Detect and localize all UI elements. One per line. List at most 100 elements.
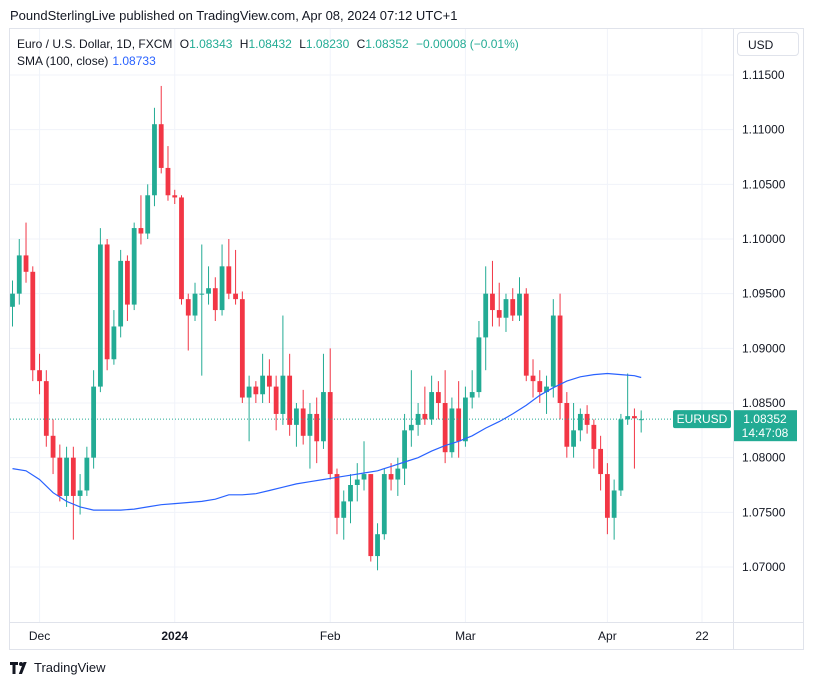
candle-body <box>618 419 624 491</box>
y-tick-label: 1.10500 <box>742 177 786 191</box>
candle-body <box>577 413 583 431</box>
candle-body <box>199 293 205 295</box>
candle-body <box>192 293 198 316</box>
candle-body <box>611 490 617 518</box>
candle-body <box>104 244 110 360</box>
legend-open-value: 1.08343 <box>189 37 233 51</box>
sma-line <box>12 372 642 511</box>
candle-body <box>206 288 211 294</box>
candle-body <box>287 375 293 425</box>
candle-body <box>537 381 543 393</box>
candle-body <box>77 490 83 496</box>
candle-body <box>294 408 299 425</box>
candle-body <box>429 392 435 420</box>
candle-body <box>456 408 462 442</box>
legend-low-label: L <box>299 37 306 51</box>
candle-body <box>469 392 475 398</box>
candle-body <box>341 501 347 518</box>
candle-body <box>496 310 502 318</box>
candle-body <box>503 299 509 318</box>
candle-body <box>57 457 63 496</box>
candle-body <box>260 375 266 395</box>
candle-body <box>517 293 522 316</box>
candle-body <box>354 479 360 485</box>
price-tag-bg <box>734 410 797 442</box>
candle-body <box>307 413 313 436</box>
legend-high-label: H <box>239 37 249 51</box>
candle-body <box>233 293 238 300</box>
legend-close-value: 1.08352 <box>365 37 409 51</box>
candle-body <box>381 474 387 535</box>
y-tick-label: 1.07500 <box>742 505 786 519</box>
x-tick-label: Dec <box>29 629 50 643</box>
y-tick-label: 1.09500 <box>742 287 786 301</box>
candle-body <box>280 375 286 414</box>
legend-high-value: 1.08432 <box>248 37 292 51</box>
candle-body <box>16 255 22 294</box>
chart-frame <box>9 28 804 650</box>
legend-sma-row: SMA (100, close) 1.08733 <box>17 53 519 70</box>
candle-body <box>375 534 380 557</box>
y-tick-label: 1.07000 <box>742 560 786 574</box>
candle-body <box>591 424 597 449</box>
price-tag-countdown: 14:47:08 <box>742 426 789 440</box>
candle-body <box>43 381 49 436</box>
grid <box>10 29 803 649</box>
legend-sma-label: SMA (100, close) <box>17 54 109 68</box>
legend-low-value: 1.08230 <box>305 37 350 51</box>
candle-body <box>530 375 536 382</box>
y-tick-label: 1.10000 <box>742 232 786 246</box>
candle-body <box>368 474 374 557</box>
y-axis: 1.11500 1.11000 1.10500 1.10000 1.09500 1.090… <box>742 68 786 574</box>
candle-body <box>604 474 610 518</box>
candle-body <box>226 266 232 294</box>
symbol-tag-bg <box>673 410 731 429</box>
legend-open-label: O <box>179 37 190 51</box>
candle-body <box>361 474 367 480</box>
symbol-tag-label: EURUSD <box>677 412 728 426</box>
candle-body <box>91 386 97 458</box>
currency-button[interactable]: USD <box>737 32 799 56</box>
legend: Euro / U.S. Dollar, 1D, FXCM O1.08343 H1… <box>17 36 519 70</box>
candle-body <box>64 457 69 496</box>
candle-body <box>212 288 218 311</box>
candle-body <box>510 299 516 316</box>
candle-body <box>138 228 144 234</box>
tradingview-logo-icon <box>10 661 27 674</box>
x-tick-label: Apr <box>598 629 617 643</box>
candle-body <box>435 392 441 403</box>
candle-body <box>625 416 631 420</box>
candle-body <box>125 260 130 305</box>
candle-body <box>388 474 394 480</box>
candle-body <box>598 448 604 475</box>
candle-body <box>30 271 36 371</box>
candle-body <box>584 413 590 425</box>
candle-body <box>327 392 333 475</box>
candle-body <box>246 386 252 398</box>
candle-body <box>476 337 482 393</box>
y-tick-label: 1.11000 <box>742 123 785 137</box>
price-tag-value: 1.08352 <box>743 412 787 426</box>
candle-body <box>442 403 448 453</box>
y-tick-label: 1.09000 <box>742 341 786 355</box>
candle-body <box>544 386 549 393</box>
candle-body <box>638 419 644 421</box>
candle-body <box>118 260 124 327</box>
legend-sma-value: 1.08733 <box>112 54 156 68</box>
candle-body <box>300 408 306 436</box>
y-tick-label: 1.11500 <box>742 68 785 82</box>
legend-symbol: Euro / U.S. Dollar, 1D, FXCM <box>17 37 173 51</box>
candle-body <box>84 457 90 491</box>
sma-path <box>12 372 642 511</box>
candle-body <box>158 124 164 168</box>
candle-body <box>490 293 495 311</box>
candle-body <box>97 244 103 387</box>
candle-body <box>111 326 117 360</box>
candle-body <box>564 403 570 447</box>
x-tick-label: 2024 <box>161 629 188 643</box>
candle-body <box>273 386 279 414</box>
candle-body <box>219 266 225 311</box>
candle-body <box>152 124 157 196</box>
candle-body <box>483 293 489 338</box>
